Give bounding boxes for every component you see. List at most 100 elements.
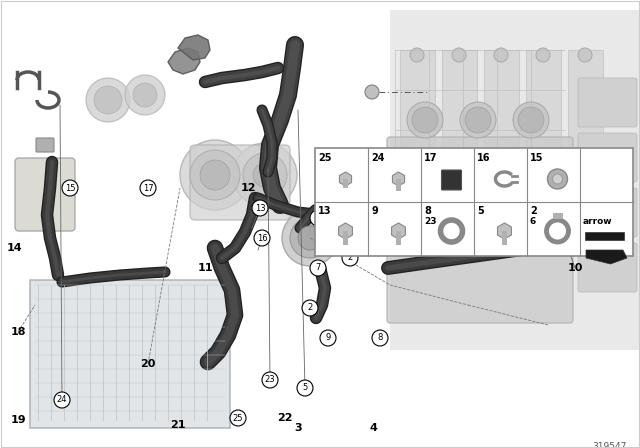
Polygon shape — [339, 223, 353, 239]
Circle shape — [200, 160, 230, 190]
Polygon shape — [497, 223, 511, 239]
Text: 6: 6 — [316, 214, 321, 223]
Text: 18: 18 — [10, 327, 26, 337]
Polygon shape — [392, 223, 405, 239]
Text: 7: 7 — [316, 263, 321, 272]
Text: 1: 1 — [354, 213, 362, 223]
Circle shape — [140, 180, 156, 196]
Circle shape — [310, 260, 326, 276]
FancyBboxPatch shape — [442, 170, 461, 190]
Circle shape — [54, 392, 70, 408]
Circle shape — [298, 226, 322, 250]
Circle shape — [372, 330, 388, 346]
Circle shape — [243, 153, 287, 197]
Text: 5: 5 — [477, 206, 484, 216]
Text: 20: 20 — [140, 359, 156, 369]
Circle shape — [342, 250, 358, 266]
Circle shape — [521, 165, 541, 185]
Text: 8: 8 — [424, 206, 431, 216]
Text: 16: 16 — [477, 153, 490, 163]
Text: 24: 24 — [371, 153, 385, 163]
Circle shape — [412, 107, 438, 133]
Circle shape — [125, 75, 165, 115]
Text: 9: 9 — [325, 333, 331, 343]
Circle shape — [465, 107, 491, 133]
Text: 12: 12 — [240, 183, 256, 193]
Circle shape — [297, 380, 313, 396]
FancyBboxPatch shape — [578, 78, 637, 127]
Circle shape — [302, 300, 318, 316]
Circle shape — [578, 48, 592, 62]
Circle shape — [62, 180, 78, 196]
Text: 9: 9 — [371, 206, 378, 216]
Circle shape — [536, 48, 550, 62]
Circle shape — [337, 220, 353, 236]
Text: 19: 19 — [10, 415, 26, 425]
Polygon shape — [178, 35, 210, 60]
Circle shape — [468, 165, 488, 185]
Polygon shape — [168, 48, 200, 74]
Circle shape — [415, 165, 435, 185]
FancyBboxPatch shape — [578, 243, 637, 292]
Text: 21: 21 — [170, 420, 186, 430]
Circle shape — [253, 163, 277, 187]
Text: 15: 15 — [530, 153, 543, 163]
FancyBboxPatch shape — [315, 148, 633, 256]
Circle shape — [262, 372, 278, 388]
Text: 2: 2 — [530, 206, 537, 216]
Polygon shape — [392, 172, 404, 186]
Text: 25: 25 — [233, 414, 243, 422]
Circle shape — [516, 160, 546, 190]
Circle shape — [190, 150, 240, 200]
Text: 23: 23 — [265, 375, 275, 384]
Circle shape — [410, 48, 424, 62]
Text: arrow: arrow — [583, 217, 612, 226]
Polygon shape — [586, 250, 627, 264]
Circle shape — [254, 230, 270, 246]
Circle shape — [407, 102, 443, 138]
Text: 4: 4 — [369, 423, 377, 433]
Text: 5: 5 — [302, 383, 308, 392]
FancyBboxPatch shape — [15, 158, 75, 231]
Circle shape — [494, 48, 508, 62]
Circle shape — [86, 78, 130, 122]
Circle shape — [460, 102, 496, 138]
Text: 319547: 319547 — [593, 442, 627, 448]
Circle shape — [349, 209, 375, 235]
Circle shape — [365, 85, 379, 99]
Text: 2: 2 — [307, 303, 312, 313]
Circle shape — [342, 202, 382, 242]
Circle shape — [452, 48, 466, 62]
Text: 8: 8 — [378, 333, 383, 343]
Text: 24: 24 — [57, 396, 67, 405]
Circle shape — [320, 330, 336, 346]
Circle shape — [518, 107, 544, 133]
Polygon shape — [390, 10, 640, 350]
Text: 10: 10 — [567, 263, 582, 273]
Circle shape — [230, 410, 246, 426]
Text: 13: 13 — [318, 206, 332, 216]
Text: 2: 2 — [342, 224, 348, 233]
FancyBboxPatch shape — [387, 137, 573, 323]
Circle shape — [180, 140, 250, 210]
Circle shape — [94, 86, 122, 114]
Circle shape — [133, 83, 157, 107]
Text: 11: 11 — [197, 263, 212, 273]
FancyBboxPatch shape — [578, 133, 637, 182]
FancyBboxPatch shape — [36, 138, 54, 152]
Circle shape — [547, 169, 568, 189]
Circle shape — [282, 210, 338, 266]
Text: 17: 17 — [424, 153, 438, 163]
Text: 14: 14 — [6, 243, 22, 253]
Text: 6: 6 — [530, 217, 536, 226]
Circle shape — [233, 143, 297, 207]
Circle shape — [290, 218, 330, 258]
Text: 2: 2 — [348, 254, 353, 263]
Text: 25: 25 — [318, 153, 332, 163]
Circle shape — [513, 102, 549, 138]
Text: 13: 13 — [255, 203, 266, 212]
Text: 22: 22 — [277, 413, 292, 423]
Text: 15: 15 — [65, 184, 76, 193]
Circle shape — [463, 160, 493, 190]
Circle shape — [552, 174, 563, 184]
